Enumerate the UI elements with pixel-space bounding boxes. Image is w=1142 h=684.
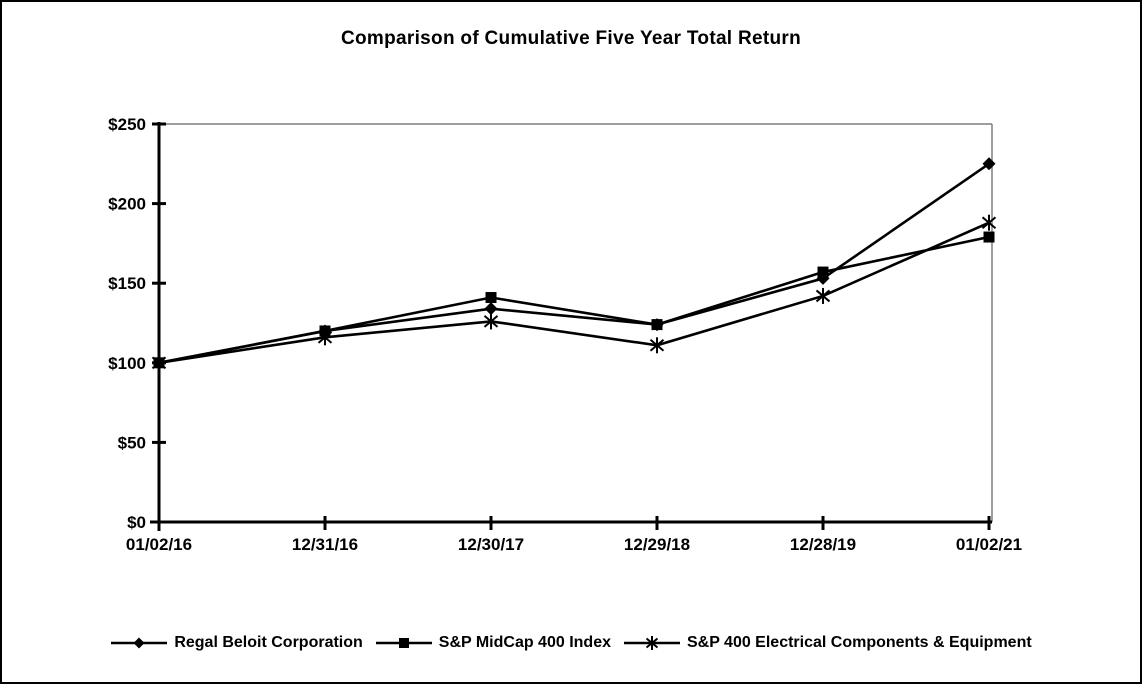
legend-item-regal-beloit: Regal Beloit Corporation xyxy=(110,634,363,652)
diamond-marker-icon xyxy=(111,637,168,649)
series-line-s-p-midcap-400-index xyxy=(158,235,990,365)
diamond-marker-icon xyxy=(982,157,996,171)
square-marker-icon xyxy=(651,319,663,331)
chart-title: Comparison of Cumulative Five Year Total… xyxy=(341,28,801,49)
x-tick-label: 01/02/21 xyxy=(956,535,1022,554)
diamond-marker-icon xyxy=(484,302,498,316)
legend-label: Regal Beloit Corporation xyxy=(174,634,363,651)
asterisk-marker-icon xyxy=(815,289,831,303)
asterisk-marker-icon xyxy=(981,216,997,229)
y-tick-label: $250 xyxy=(108,115,146,134)
series-line-s-p-400-electrical-components-equipment xyxy=(158,221,990,365)
square-marker-icon xyxy=(319,325,331,337)
y-tick-label: $200 xyxy=(108,195,146,214)
asterisk-marker-icon xyxy=(623,636,680,650)
y-tick-label: $100 xyxy=(108,354,146,373)
chart-plot-area: $0 $50 $100 $150 $200 $250 01/02/16 12/31/16 12/… xyxy=(108,115,1022,554)
square-marker-icon xyxy=(983,231,995,243)
square-marker-icon xyxy=(153,357,165,369)
legend: Regal Beloit Corporation S&P MidCap 400 … xyxy=(2,634,1140,652)
x-tick-label: 01/02/16 xyxy=(126,535,192,554)
y-tick-label: $0 xyxy=(127,513,146,532)
y-tick-label: $50 xyxy=(118,433,146,452)
x-tick-label: 12/31/16 xyxy=(292,535,358,554)
y-tick-label: $150 xyxy=(108,274,146,293)
asterisk-marker-icon xyxy=(483,315,499,328)
asterisk-marker-icon xyxy=(649,339,665,352)
square-marker-icon xyxy=(485,292,497,304)
legend-item-sp-400-electrical: S&P 400 Electrical Components & Equipmen… xyxy=(623,634,1032,652)
x-tick-label: 12/29/18 xyxy=(624,535,690,554)
x-tick-label: 12/28/19 xyxy=(790,535,856,554)
legend-item-sp-midcap-400: S&P MidCap 400 Index xyxy=(375,634,611,652)
square-marker-icon xyxy=(375,638,432,648)
legend-label: S&P MidCap 400 Index xyxy=(438,634,611,651)
x-tick-label: 12/30/17 xyxy=(458,535,524,554)
legend-label: S&P 400 Electrical Components & Equipmen… xyxy=(686,634,1032,651)
square-marker-icon xyxy=(817,266,829,278)
